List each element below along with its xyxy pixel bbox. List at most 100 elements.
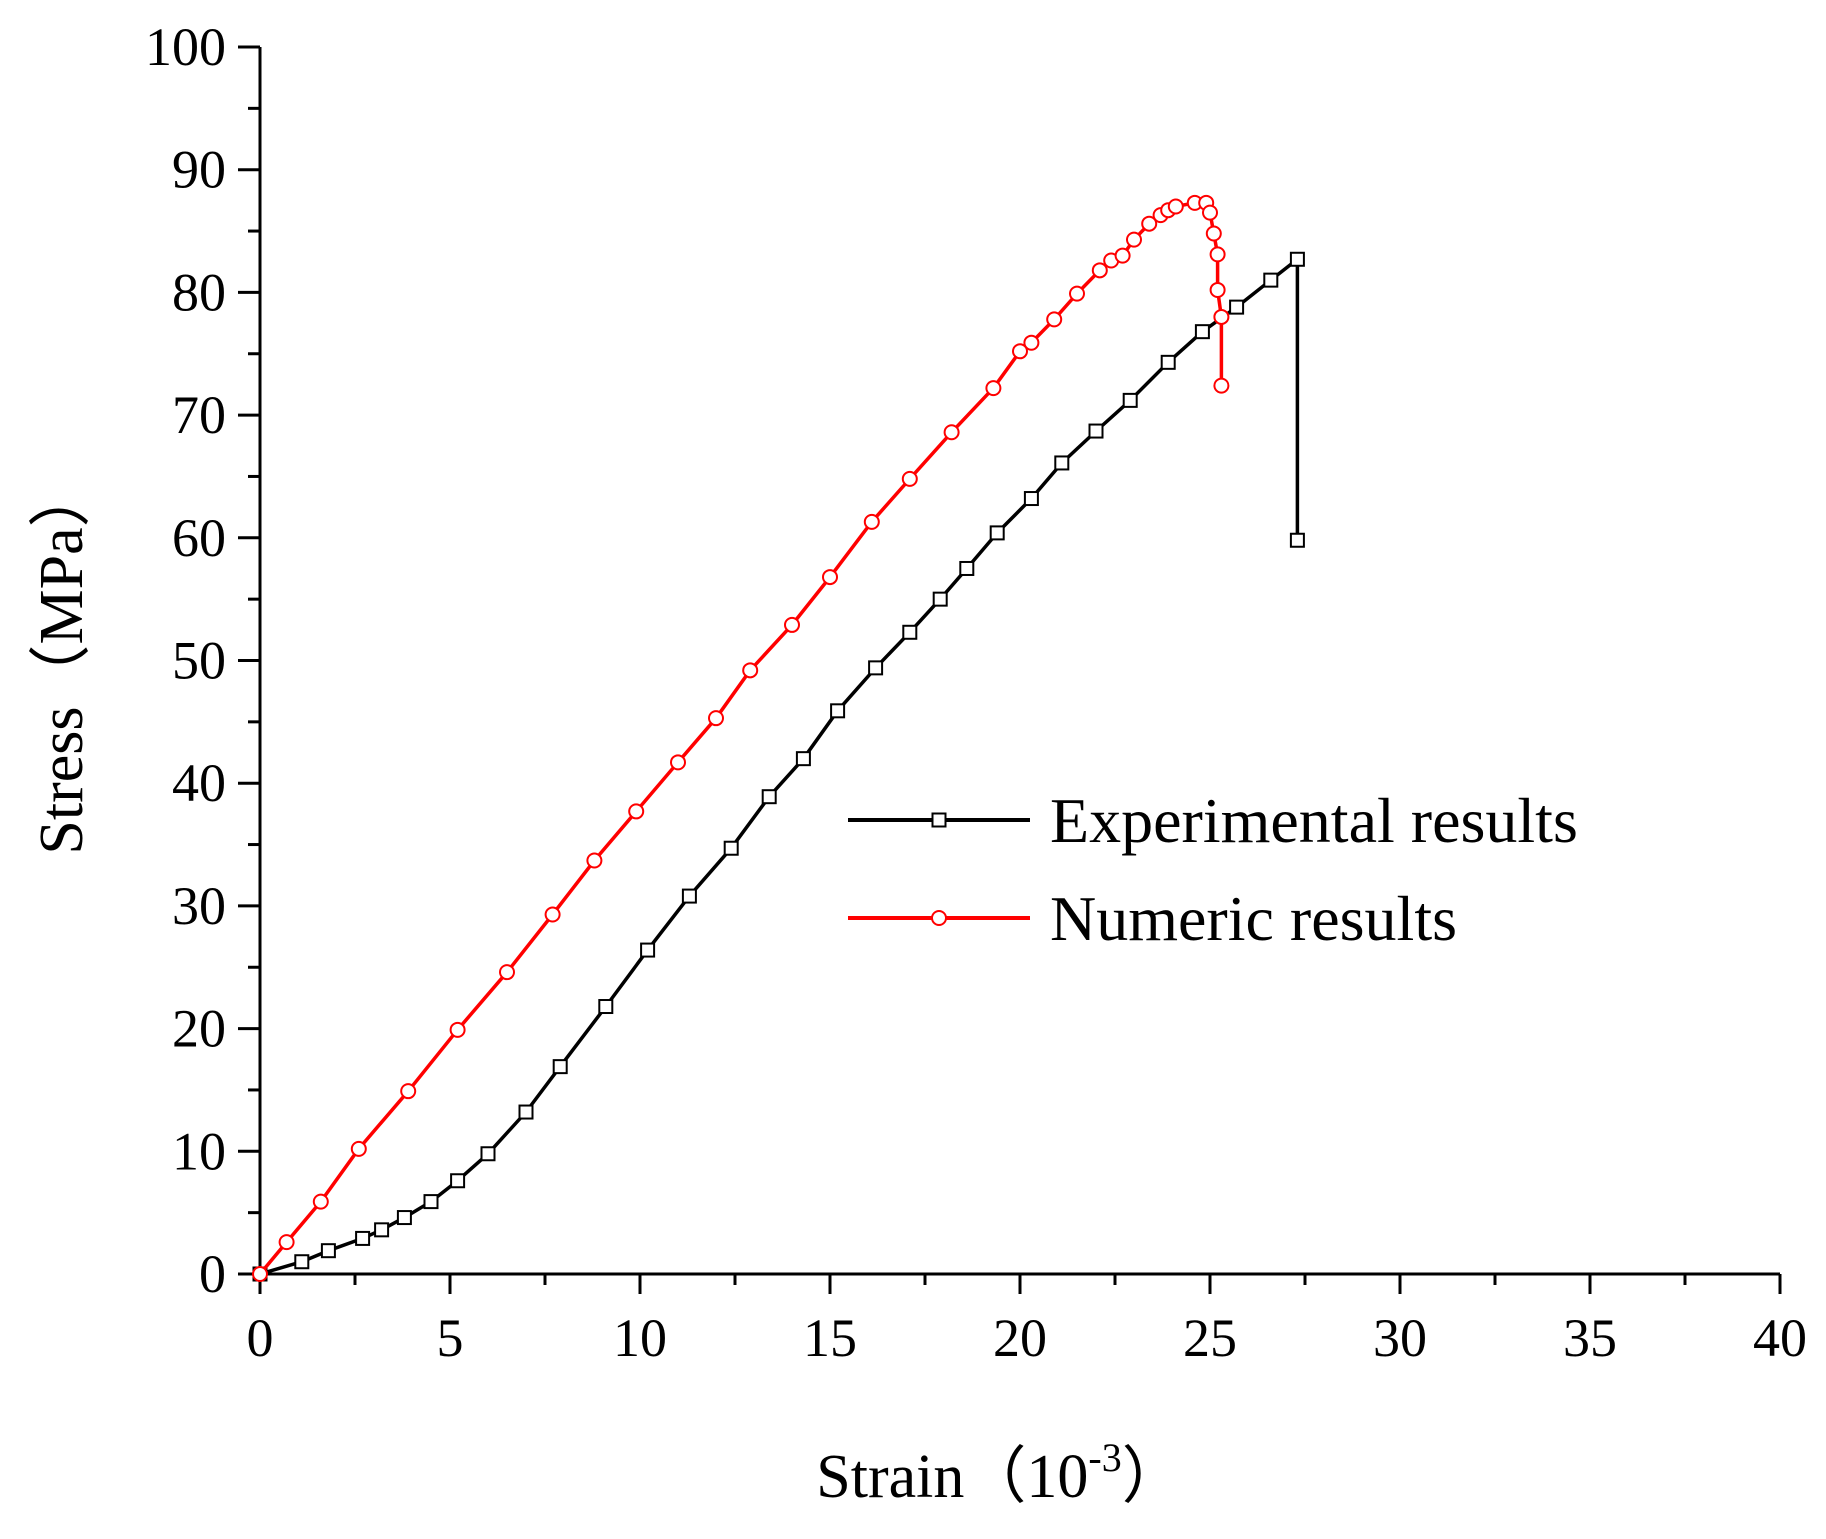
y-tick-label: 30 xyxy=(172,876,226,936)
circle-marker xyxy=(628,803,645,820)
x-axis-title-superscript: -3 xyxy=(1088,1435,1121,1480)
series-line xyxy=(258,201,1224,1276)
circle-marker xyxy=(742,662,759,679)
square-marker xyxy=(640,942,656,958)
square-marker xyxy=(374,1222,390,1238)
circle-marker xyxy=(1209,246,1226,263)
y-axis-title: Stress（MPa） xyxy=(28,465,96,854)
circle-marker xyxy=(278,1234,295,1251)
axis-titles: Strain（10-3） Stress（MPa） xyxy=(28,465,1184,1511)
x-tick-label: 15 xyxy=(803,1308,857,1368)
y-tick-label: 80 xyxy=(172,262,226,322)
square-marker xyxy=(830,703,846,719)
x-tick-label: 20 xyxy=(993,1308,1047,1368)
y-tick-label: 60 xyxy=(172,508,226,568)
circle-marker xyxy=(312,1193,329,1210)
square-marker xyxy=(1289,251,1305,267)
legend: Experimental results Numeric results xyxy=(848,785,1578,954)
circle-marker xyxy=(985,380,1002,397)
y-tick-label: 10 xyxy=(172,1121,226,1181)
square-marker xyxy=(723,840,739,856)
square-marker xyxy=(795,751,811,767)
square-marker xyxy=(423,1194,439,1210)
circle-marker xyxy=(1069,285,1085,302)
x-tick-label: 5 xyxy=(437,1308,464,1368)
y-tick-label: 40 xyxy=(172,753,226,813)
legend-marker xyxy=(931,812,947,828)
circle-marker xyxy=(586,852,603,869)
circle-marker xyxy=(708,710,724,727)
square-marker xyxy=(1054,455,1070,471)
x-axis-title: Strain（10-3） xyxy=(816,1435,1183,1511)
circle-marker xyxy=(499,964,515,981)
square-marker xyxy=(1122,392,1138,408)
circle-marker xyxy=(1091,262,1108,279)
circle-marker xyxy=(1205,225,1222,242)
circle-marker xyxy=(1023,334,1040,351)
circle-marker xyxy=(1213,377,1230,394)
legend-entry: Numeric results xyxy=(848,883,1457,954)
x-tick-label: 40 xyxy=(1753,1308,1807,1368)
legend-label: Experimental results xyxy=(1050,785,1578,856)
legend-marker xyxy=(931,910,947,926)
square-marker xyxy=(450,1173,466,1189)
square-marker xyxy=(396,1210,412,1226)
circle-marker xyxy=(252,1266,268,1282)
square-marker xyxy=(355,1230,371,1246)
circle-marker xyxy=(449,1021,466,1038)
square-marker xyxy=(1289,532,1305,548)
x-tick-label: 25 xyxy=(1183,1308,1237,1368)
legend-label: Numeric results xyxy=(1050,883,1457,954)
circle-marker xyxy=(1046,311,1063,328)
square-marker xyxy=(480,1146,496,1162)
circle-marker xyxy=(822,569,838,586)
square-marker xyxy=(598,999,614,1015)
circle-marker xyxy=(544,906,561,923)
square-marker xyxy=(868,660,884,676)
y-tick-label: 50 xyxy=(172,631,226,691)
y-tick-label: 20 xyxy=(172,999,226,1059)
series-line xyxy=(259,257,1300,1276)
circle-marker xyxy=(400,1083,417,1100)
circle-marker xyxy=(1209,281,1226,298)
square-marker xyxy=(902,624,918,640)
square-marker xyxy=(1088,423,1104,439)
y-tick-label: 100 xyxy=(145,17,226,77)
square-marker xyxy=(1194,324,1210,340)
x-axis-title-main: Strain（10 xyxy=(816,1443,1088,1511)
square-marker xyxy=(681,888,697,904)
circle-marker xyxy=(784,616,800,633)
x-tick-label: 30 xyxy=(1373,1308,1427,1368)
circle-marker xyxy=(1167,198,1184,215)
square-marker xyxy=(761,789,777,805)
x-tick-label: 10 xyxy=(613,1308,667,1368)
circle-marker xyxy=(1114,247,1131,264)
experimental-series xyxy=(252,251,1305,1282)
circle-marker xyxy=(1141,215,1158,232)
circle-marker xyxy=(1126,231,1142,248)
square-marker xyxy=(932,591,948,607)
circle-marker xyxy=(670,754,686,771)
circle-marker xyxy=(1202,204,1218,221)
y-tick-label: 0 xyxy=(199,1244,226,1304)
square-marker xyxy=(989,525,1005,541)
square-marker xyxy=(1160,354,1176,370)
y-tick-label: 70 xyxy=(172,385,226,445)
x-tick-label: 35 xyxy=(1563,1308,1617,1368)
square-marker xyxy=(552,1059,568,1075)
square-marker xyxy=(518,1104,534,1120)
x-tick-label: 0 xyxy=(247,1308,274,1368)
square-marker xyxy=(1229,299,1245,315)
axes: 0 10 20 30 40 50 60 70 80 90 100 0 5 10 15 20 25 30 35 40 xyxy=(145,17,1807,1368)
x-axis-title-close: ） xyxy=(1122,1443,1184,1511)
circle-marker xyxy=(943,424,960,441)
circle-marker xyxy=(901,470,918,487)
circle-marker xyxy=(863,513,880,530)
square-marker xyxy=(1263,272,1279,288)
numeric-series xyxy=(252,194,1230,1282)
y-tick-label: 90 xyxy=(172,140,226,200)
circle-marker xyxy=(1213,308,1230,325)
plot-area xyxy=(252,194,1305,1282)
legend-entry: Experimental results xyxy=(848,785,1578,856)
